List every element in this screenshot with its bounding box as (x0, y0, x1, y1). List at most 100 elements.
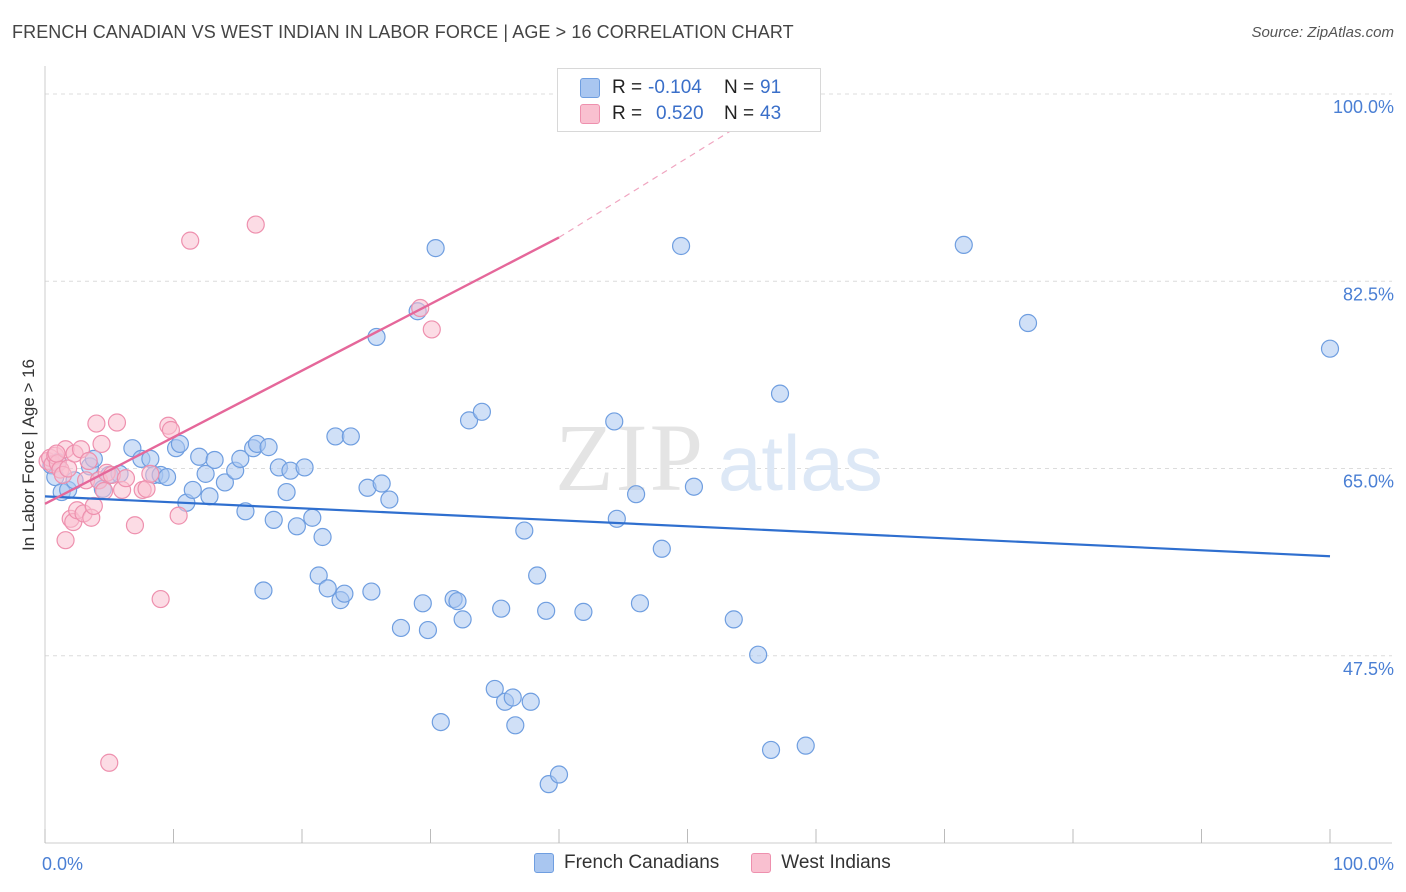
data-point (183, 480, 202, 500)
data-point (303, 508, 322, 527)
data-point (100, 753, 119, 772)
gridlines (45, 93, 1392, 657)
data-point (574, 602, 593, 621)
legend-r-label: R = (612, 103, 643, 124)
legend-row-french-canadians: R = -0.104 N = 91 (580, 76, 781, 100)
x-tick-label: 0.0% (42, 854, 83, 874)
data-point (749, 645, 768, 664)
y-tick-label: 47.5% (1343, 659, 1394, 679)
data-point (277, 482, 296, 502)
data-point (254, 581, 273, 600)
data-point (151, 589, 170, 609)
data-point (684, 477, 704, 496)
data-point (537, 601, 556, 620)
source-label: Source: ZipAtlas.com (1251, 24, 1394, 41)
series-points-west-indians (38, 215, 441, 772)
legend-n-value: 91 (760, 77, 782, 98)
data-point (724, 610, 743, 629)
watermark: ZIP atlas (555, 404, 883, 511)
data-point (326, 427, 345, 446)
data-point (56, 531, 75, 550)
data-point (59, 459, 78, 478)
trend-line-french-canadians (44, 495, 1331, 558)
legend-n-value: 43 (760, 103, 782, 124)
data-point (95, 481, 114, 501)
data-point (170, 434, 190, 454)
data-point (521, 692, 540, 711)
data-point (422, 320, 441, 339)
data-point (236, 502, 255, 521)
trend-line-west-indians (44, 236, 560, 505)
legend-n-label: N = (724, 103, 755, 124)
y-tick-labels: 47.5% 65.0% 82.5% 100.0% (1333, 97, 1394, 679)
data-point (453, 610, 472, 629)
data-point (107, 413, 127, 432)
legend-n-label: N = (724, 77, 755, 98)
legend-swatch-west-indians (580, 104, 600, 124)
data-point (87, 414, 106, 433)
y-tick-label: 65.0% (1343, 472, 1394, 492)
y-axis-label: In Labor Force | Age > 16 (19, 359, 38, 551)
data-point (264, 510, 283, 529)
data-point (426, 239, 445, 258)
series-swatch-west-indians (751, 853, 772, 873)
data-point (954, 235, 973, 255)
data-point (215, 473, 234, 492)
data-point (770, 384, 790, 403)
data-point (196, 464, 215, 483)
data-point (485, 679, 504, 699)
x-tick-labels: 0.0% 100.0% (42, 854, 1394, 874)
data-point (380, 490, 399, 509)
data-point (796, 736, 815, 755)
data-point (472, 402, 491, 421)
data-point (413, 594, 432, 613)
series-name-french-canadians: French Canadians (564, 852, 720, 873)
data-point (549, 765, 569, 784)
data-point (169, 506, 188, 525)
data-point (605, 412, 624, 431)
data-point (503, 688, 522, 707)
data-point (141, 464, 160, 483)
data-point (448, 592, 467, 611)
data-point (506, 716, 525, 735)
series-legend-west-indians: West Indians (751, 852, 891, 874)
data-point (190, 447, 209, 466)
data-point (246, 215, 265, 234)
data-point (528, 566, 547, 585)
data-point (515, 521, 534, 540)
series-name-west-indians: West Indians (781, 852, 891, 873)
y-tick-label: 100.0% (1333, 97, 1394, 117)
data-point (335, 584, 354, 603)
data-point (181, 231, 200, 250)
y-tick-label: 82.5% (1343, 284, 1394, 304)
series-points-french-canadians (42, 235, 1340, 794)
data-point (626, 485, 646, 504)
legend-r-label: R = (612, 77, 643, 98)
legend-r-value: 0.520 (656, 103, 704, 124)
trend-lines (44, 77, 1331, 558)
data-point (84, 496, 103, 516)
data-point (1320, 339, 1340, 358)
data-point (47, 444, 66, 463)
data-point (652, 539, 671, 558)
data-point (391, 618, 411, 638)
data-point (459, 411, 479, 430)
data-point (630, 594, 650, 613)
data-point (761, 740, 781, 760)
data-point (205, 450, 224, 470)
legend-r-value: -0.104 (648, 77, 702, 98)
data-point (341, 427, 360, 446)
data-point (318, 579, 337, 598)
data-point (313, 527, 332, 547)
series-legend-french-canadians: French Canadians (534, 852, 719, 874)
data-point (116, 469, 136, 488)
chart-title: FRENCH CANADIAN VS WEST INDIAN IN LABOR … (12, 22, 794, 42)
series-swatch-french-canadians (534, 853, 554, 873)
data-point (137, 479, 156, 498)
data-point (671, 236, 691, 256)
watermark-atlas: atlas (718, 419, 883, 507)
x-tick-label: 100.0% (1333, 854, 1394, 874)
data-point (79, 451, 98, 471)
data-point (1018, 313, 1038, 333)
